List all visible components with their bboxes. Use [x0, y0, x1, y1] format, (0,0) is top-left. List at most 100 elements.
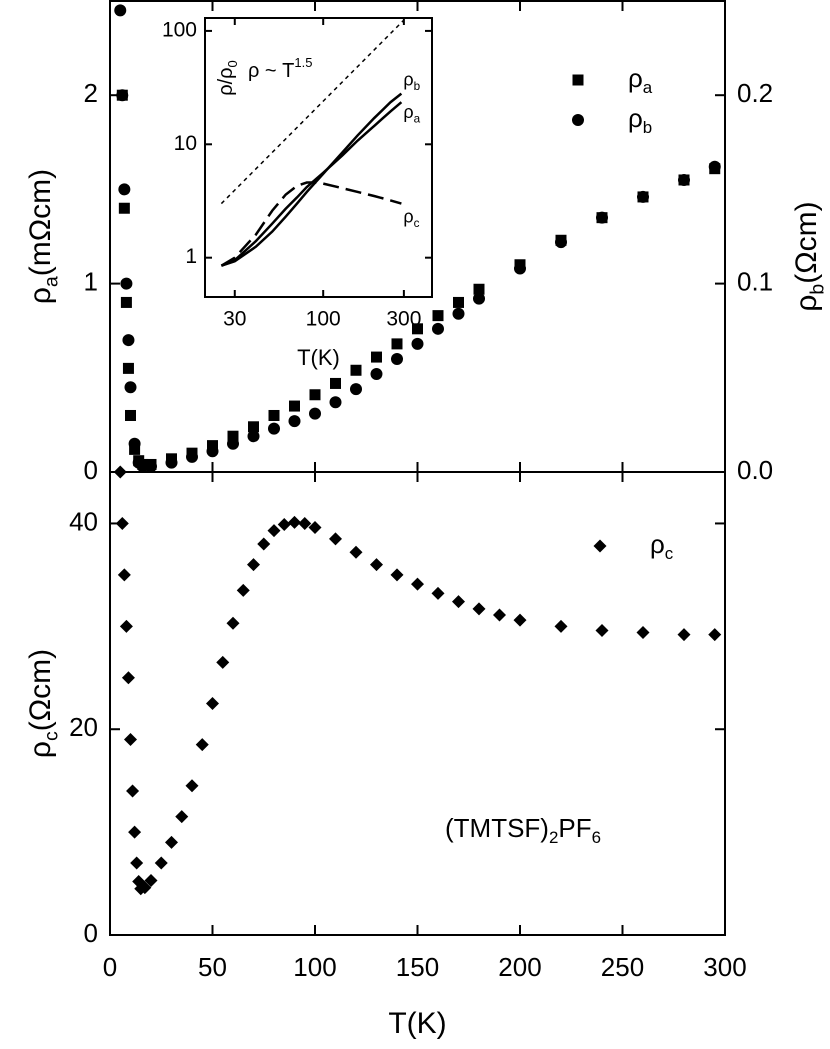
- marker-circle: [128, 437, 141, 450]
- y-axis-label-part: (Ωcm): [24, 649, 57, 731]
- annotation: (TMTSF)2PF6: [445, 813, 601, 848]
- marker-diamond: [126, 784, 140, 798]
- marker-circle: [136, 460, 149, 473]
- y-axis-label: ρ/ρ0: [215, 60, 240, 96]
- marker-diamond: [390, 568, 404, 582]
- y-tick-label: 2: [84, 78, 98, 108]
- x-tick-label: 30: [223, 308, 246, 331]
- marker-square: [227, 430, 239, 442]
- y-tick-label: 10: [174, 132, 197, 155]
- y-axis-label-part: ρ: [24, 741, 57, 758]
- marker-circle: [116, 89, 129, 102]
- y2-axis-label-part: ρ: [790, 295, 823, 312]
- marker-diamond: [708, 628, 722, 642]
- y2-axis-label: ρb(Ωcm): [790, 201, 829, 311]
- marker-square: [412, 323, 423, 335]
- marker-square: [473, 283, 485, 295]
- marker-circle: [452, 307, 465, 320]
- x-tick-label: 250: [601, 952, 644, 982]
- y-tick-label: 20: [69, 712, 98, 742]
- marker-diamond: [329, 532, 342, 546]
- x-axis-label: T(K): [297, 345, 340, 370]
- marker-diamond: [154, 856, 168, 870]
- x-tick-label: 100: [293, 952, 336, 982]
- legend-label: ρb: [628, 103, 652, 138]
- marker-circle: [637, 190, 649, 203]
- marker-diamond: [677, 628, 691, 642]
- marker-circle: [391, 352, 403, 365]
- marker-circle: [350, 383, 362, 396]
- y-axis-label-part: (mΩcm): [24, 169, 57, 276]
- x-tick-label: 300: [703, 952, 746, 982]
- marker-circle: [247, 430, 260, 443]
- marker-diamond: [370, 558, 383, 572]
- marker-circle: [268, 422, 280, 435]
- marker-square: [118, 202, 130, 214]
- x-tick-label: 150: [396, 952, 439, 982]
- marker-diamond: [593, 539, 607, 553]
- annotation-part: PF: [558, 813, 591, 843]
- y-axis-label-part: a: [41, 276, 63, 287]
- fit-label-part: 1.5: [294, 55, 312, 70]
- marker-diamond: [452, 595, 465, 609]
- y-tick-label: 1: [185, 245, 197, 268]
- marker-circle: [124, 381, 137, 394]
- marker-square: [391, 338, 403, 350]
- y-axis-label: ρc(Ωcm): [24, 649, 63, 758]
- marker-diamond: [349, 545, 363, 559]
- marker-circle: [473, 292, 485, 305]
- marker-diamond: [206, 697, 219, 710]
- marker-square: [309, 389, 321, 401]
- y2-axis-label-part: (Ωcm): [790, 201, 823, 283]
- marker-diamond: [130, 856, 144, 870]
- legend-label: ρa: [628, 63, 653, 98]
- x-tick-label: 200: [498, 952, 541, 982]
- marker-diamond: [298, 516, 312, 530]
- annotation-part: 6: [592, 829, 601, 848]
- fit-label: ρ ~ T1.5: [248, 55, 312, 82]
- marker-diamond: [411, 577, 424, 591]
- marker-circle: [288, 415, 301, 428]
- marker-diamond: [247, 558, 260, 572]
- marker-circle: [118, 183, 131, 196]
- marker-diamond: [236, 583, 250, 597]
- x-tick-label: 0: [103, 952, 117, 982]
- marker-square: [572, 74, 584, 86]
- curve: [220, 181, 402, 267]
- curve: [220, 92, 403, 267]
- marker-circle: [678, 173, 690, 186]
- marker-diamond: [138, 881, 152, 895]
- marker-diamond: [113, 465, 127, 479]
- curve-label: ρa: [403, 102, 420, 126]
- marker-diamond: [121, 671, 135, 685]
- marker-diamond: [277, 517, 291, 531]
- marker-square: [289, 400, 300, 412]
- marker-diamond: [472, 602, 486, 616]
- marker-diamond: [267, 524, 281, 538]
- marker-circle: [120, 277, 133, 290]
- marker-circle: [329, 396, 342, 409]
- marker-square: [371, 351, 382, 363]
- marker-diamond: [185, 779, 199, 793]
- x-tick-label: 300: [386, 308, 421, 331]
- marker-circle: [206, 445, 219, 458]
- marker-square: [268, 409, 280, 421]
- legend-label: ρc: [650, 529, 673, 564]
- marker-diamond: [226, 616, 240, 630]
- plot-frame: [109, 471, 726, 936]
- marker-diamond: [493, 608, 506, 622]
- fit-label-part: ρ ~ T: [248, 60, 294, 82]
- x-axis-label: T(K): [388, 1007, 446, 1040]
- marker-circle: [572, 114, 584, 126]
- marker-diamond: [554, 619, 568, 633]
- marker-circle: [370, 368, 383, 381]
- marker-diamond: [128, 825, 142, 839]
- y-axis-label: ρa(mΩcm): [24, 169, 63, 304]
- marker-circle: [708, 160, 721, 173]
- marker-diamond: [175, 810, 189, 824]
- marker-diamond: [308, 521, 322, 535]
- marker-circle: [309, 407, 321, 420]
- y-tick-label: 100: [162, 18, 197, 41]
- marker-circle: [432, 322, 444, 335]
